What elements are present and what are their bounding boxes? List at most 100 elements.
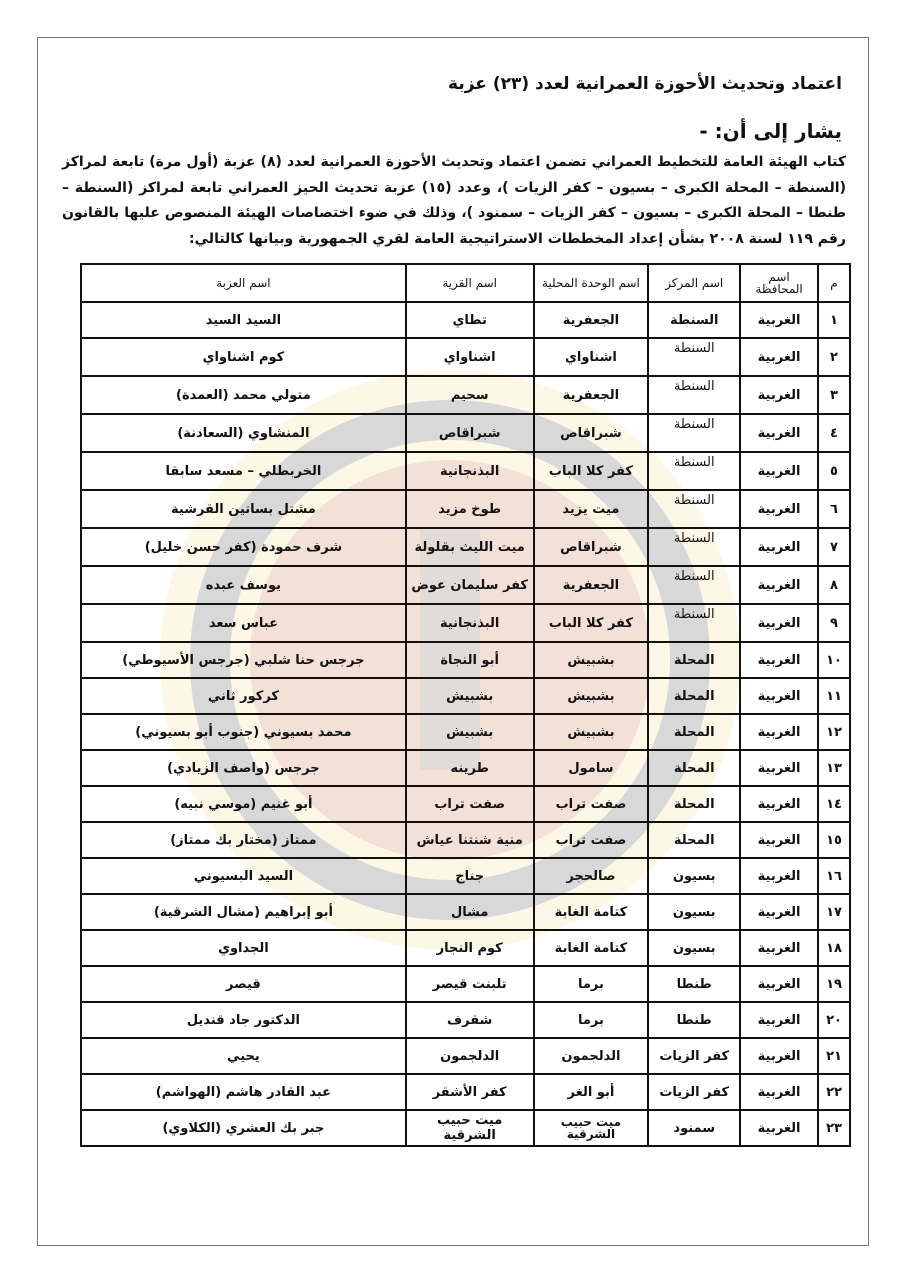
cell-number: ٣: [817, 375, 851, 415]
table-row: ٣ الغربية السنطة الجعفرية سحيم متولي محمد (ال…: [80, 375, 851, 415]
cell-center: بسيون: [647, 857, 742, 895]
document-paragraph: كتاب الهيئة العامة للتخطيط العمراني تضمن…: [62, 154, 846, 247]
cell-hamlet: شرف حمودة (كفر حسن خليل): [80, 527, 407, 567]
cell-village: كفر سليمان عوض: [404, 565, 535, 605]
cell-number: ١٥: [817, 821, 851, 859]
cell-governorate: الغربية: [739, 677, 820, 715]
cell-hamlet: جرجس حنا شلبي (جرجس الأسيوطي): [80, 641, 407, 679]
table-header-row: م اسم المحافظة اسم المركز اسم الوحدة الم…: [80, 263, 851, 303]
cell-local-unit: بشبيش: [532, 641, 650, 679]
page-border: [37, 37, 869, 1246]
table-row: ١٧ الغربية بسيون كتامة الغابة مشال أبو إبراهي…: [80, 893, 851, 931]
cell-governorate: الغربية: [739, 527, 820, 567]
cell-village: شبراقاص: [404, 413, 535, 453]
cell-local-unit: كتامة الغابة: [532, 893, 650, 931]
table-row: ١٣ الغربية المحلة سامول طرينه جرجس (واصف الزي…: [80, 749, 851, 787]
cell-center: المحلة: [647, 677, 742, 715]
cell-number: ٧: [817, 527, 851, 567]
cell-local-unit: الدلجمون: [532, 1037, 650, 1075]
cell-number: ٢٠: [817, 1001, 851, 1039]
cell-center: السنطة: [647, 603, 742, 643]
cell-center: السنطة: [647, 301, 742, 339]
cell-hamlet: متولي محمد (العمدة): [80, 375, 407, 415]
table-row: ٢٣ الغربية سمنود ميت حبيب الشرقية ميت حبيب ا…: [80, 1109, 851, 1147]
cell-village: شقرف: [404, 1001, 535, 1039]
cell-number: ١٧: [817, 893, 851, 931]
cell-hamlet: كوم اشناواي: [80, 337, 407, 377]
cell-village: البذنجانية: [404, 451, 535, 491]
table-row: ١٩ الغربية طنطا برما تلبنت قيصر قيصر: [80, 965, 851, 1003]
cell-governorate: الغربية: [739, 1037, 820, 1075]
cell-local-unit: الجعفرية: [532, 565, 650, 605]
cell-hamlet: الدكتور جاد قنديل: [80, 1001, 407, 1039]
cell-local-unit: برما: [532, 965, 650, 1003]
cell-governorate: الغربية: [739, 713, 820, 751]
cell-local-unit: الجعفرية: [532, 375, 650, 415]
header-hamlet: اسم العزبة: [80, 263, 407, 303]
cell-local-unit: سامول: [532, 749, 650, 787]
table-row: ١٢ الغربية المحلة بشبيش بشبيش محمد بسيوني (جن…: [80, 713, 851, 751]
cell-number: ١٢: [817, 713, 851, 751]
cell-number: ٤: [817, 413, 851, 453]
cell-number: ١٨: [817, 929, 851, 967]
table-row: ٢٠ الغربية طنطا برما شقرف الدكتور جاد قنديل: [80, 1001, 851, 1039]
cell-center: السنطة: [647, 489, 742, 529]
cell-number: ٢: [817, 337, 851, 377]
cell-local-unit: صالحجر: [532, 857, 650, 895]
cell-hamlet: أبو إبراهيم (مشال الشرقية): [80, 893, 407, 931]
table-row: ٤ الغربية السنطة شبراقاص شبراقاص المنشاوي (ال…: [80, 413, 851, 453]
cell-governorate: الغربية: [739, 965, 820, 1003]
cell-hamlet: عبد القادر هاشم (الهواشم): [80, 1073, 407, 1111]
cell-village: أبو النجاة: [404, 641, 535, 679]
cell-local-unit: الجعفرية: [532, 301, 650, 339]
cell-governorate: الغربية: [739, 641, 820, 679]
cell-hamlet: يحيي: [80, 1037, 407, 1075]
table-row: ٨ الغربية السنطة الجعفرية كفر سليمان عوض يوسف…: [80, 565, 851, 605]
header-village: اسم القرية: [404, 263, 535, 303]
cell-governorate: الغربية: [739, 893, 820, 931]
cell-governorate: الغربية: [739, 565, 820, 605]
cell-number: ٢٣: [817, 1109, 851, 1147]
table-row: ٢ الغربية السنطة اشناواي اشناواي كوم اشناواي: [80, 337, 851, 377]
cell-center: المحلة: [647, 749, 742, 787]
document-title: اعتماد وتحديث الأحوزة العمرانية لعدد (٢٣…: [448, 74, 842, 94]
cell-local-unit: كفر كلا الباب: [532, 603, 650, 643]
cell-hamlet: محمد بسيوني (جنوب أبو بسيوني): [80, 713, 407, 751]
cell-village: ميت حبيب الشرقية: [404, 1109, 535, 1147]
cell-hamlet: عباس سعد: [80, 603, 407, 643]
table-row: ٥ الغربية السنطة كفر كلا الباب البذنجانية الخ…: [80, 451, 851, 491]
table-row: ٦ الغربية السنطة ميت يزيد طوخ مزيد مشتل بساتي…: [80, 489, 851, 529]
cell-local-unit: صفت تراب: [532, 785, 650, 823]
cell-center: بسيون: [647, 929, 742, 967]
cell-number: ١٤: [817, 785, 851, 823]
cell-village: ميت الليث بقلولة: [404, 527, 535, 567]
cell-local-unit: بشبيش: [532, 713, 650, 751]
cell-village: مشال: [404, 893, 535, 931]
cell-number: ٢١: [817, 1037, 851, 1075]
table-row: ١٥ الغربية المحلة صفت تراب منية شنتنا عياش مم…: [80, 821, 851, 859]
cell-center: السنطة: [647, 565, 742, 605]
cell-center: السنطة: [647, 451, 742, 491]
cell-village: صفت تراب: [404, 785, 535, 823]
table-row: ٢١ الغربية كفر الزيات الدلجمون الدلجمون يحيي: [80, 1037, 851, 1075]
cell-governorate: الغربية: [739, 1001, 820, 1039]
table-row: ١٨ الغربية بسيون كتامة الغابة كوم النجار الجد…: [80, 929, 851, 967]
cell-hamlet: أبو غنيم (موسي نبيه): [80, 785, 407, 823]
table-row: ١٠ الغربية المحلة بشبيش أبو النجاة جرجس حنا ش…: [80, 641, 851, 679]
cell-village: البذنجانية: [404, 603, 535, 643]
cell-governorate: الغربية: [739, 857, 820, 895]
cell-village: طرينه: [404, 749, 535, 787]
cell-local-unit: شبراقاص: [532, 527, 650, 567]
cell-number: ١٩: [817, 965, 851, 1003]
cell-village: الدلجمون: [404, 1037, 535, 1075]
cell-governorate: الغربية: [739, 489, 820, 529]
cell-local-unit: كفر كلا الباب: [532, 451, 650, 491]
cell-hamlet: جرجس (واصف الزيادي): [80, 749, 407, 787]
cell-number: ١٦: [817, 857, 851, 895]
cell-governorate: الغربية: [739, 821, 820, 859]
cell-hamlet: ممتاز (مختار بك ممتاز): [80, 821, 407, 859]
cell-hamlet: الخربطلي – مسعد سابقا: [80, 451, 407, 491]
cell-center: طنطا: [647, 965, 742, 1003]
cell-village: طوخ مزيد: [404, 489, 535, 529]
cell-number: ٨: [817, 565, 851, 605]
